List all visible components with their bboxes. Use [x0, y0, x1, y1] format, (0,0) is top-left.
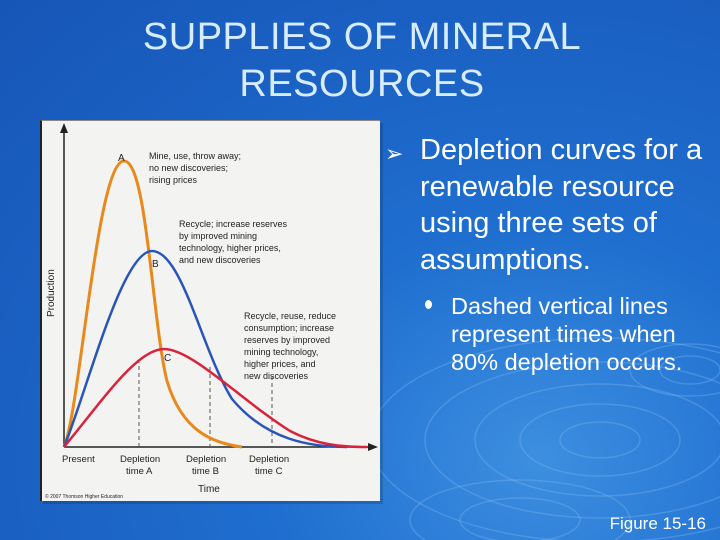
annotation-c: Recycle, reuse, reduce consumption; incr… [244, 311, 339, 381]
curve-a [62, 159, 243, 449]
bullet-item-sub: Dashed vertical lines represent times wh… [385, 292, 715, 376]
curve-label-c: C [164, 353, 171, 364]
slide-title: SUPPLIES OF MINERAL RESOURCES [0, 14, 720, 108]
copyright-text: © 2007 Thomson Higher Education [45, 493, 123, 500]
title-line-2: RESOURCES [239, 63, 485, 105]
curve-label-b: B [152, 259, 159, 270]
y-axis-arrow-icon [60, 123, 68, 133]
x-label-depletion-b: Depletion time B [186, 454, 229, 477]
x-axis-arrow-icon [368, 443, 378, 451]
bullet-main-text: Depletion curves for a renewable resourc… [420, 134, 703, 276]
curve-b [62, 249, 348, 449]
bullet-list: ➢ Depletion curves for a renewable resou… [385, 132, 715, 376]
depletion-curves-figure: A B C Mine, use, throw away; no new disc… [40, 120, 380, 501]
bullet-item-main: ➢ Depletion curves for a renewable resou… [385, 132, 715, 278]
title-line-1: SUPPLIES OF MINERAL [142, 16, 582, 58]
figure-caption: Figure 15-16 [609, 514, 706, 533]
round-bullet-icon [425, 300, 432, 309]
figure-drawing: A B C Mine, use, throw away; no new disc… [45, 123, 378, 500]
curve-c [63, 347, 368, 449]
bullet-sub-text: Dashed vertical lines represent times wh… [451, 293, 683, 375]
x-label-depletion-a: Depletion time A [120, 454, 163, 477]
x-axis-label: Time [198, 484, 220, 495]
y-axis-label: Production [46, 269, 57, 317]
x-label-present: Present [62, 454, 95, 465]
annotation-a: Mine, use, throw away; no new discoverie… [149, 151, 244, 185]
curve-label-a: A [118, 153, 125, 164]
x-label-depletion-c: Depletion time C [249, 454, 292, 477]
annotation-b: Recycle; increase reserves by improved m… [179, 219, 290, 265]
arrow-bullet-icon: ➢ [385, 141, 404, 166]
